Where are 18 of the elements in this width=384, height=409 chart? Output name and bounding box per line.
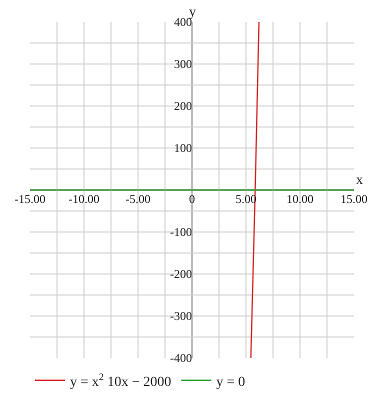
y-axis-title: y [189,5,196,20]
x-tick-label: -5.00 [126,192,150,206]
y-tick-label: 200 [174,99,192,114]
y-tick-label: -300 [170,309,192,324]
y-tick-label: -100 [170,225,192,240]
x-tick-label: -15.00 [14,192,46,206]
y-tick-label: 300 [174,57,192,72]
x-tick-label: 0 [189,192,195,206]
y-tick-label: -200 [170,267,192,282]
x-axis-title: x [356,173,363,188]
y-tick-label: 400 [174,15,192,30]
x-tick-label: 15.00 [340,192,368,206]
x-tick-label: -10.00 [68,192,100,206]
y-tick-label: -400 [170,351,192,366]
legend-label: y = 0 [216,374,246,390]
x-tick-label: 10.00 [286,192,314,206]
legend-label: y = x$^{2}$ 10x − 2000 [70,372,172,390]
y-tick-label: 100 [174,141,192,156]
